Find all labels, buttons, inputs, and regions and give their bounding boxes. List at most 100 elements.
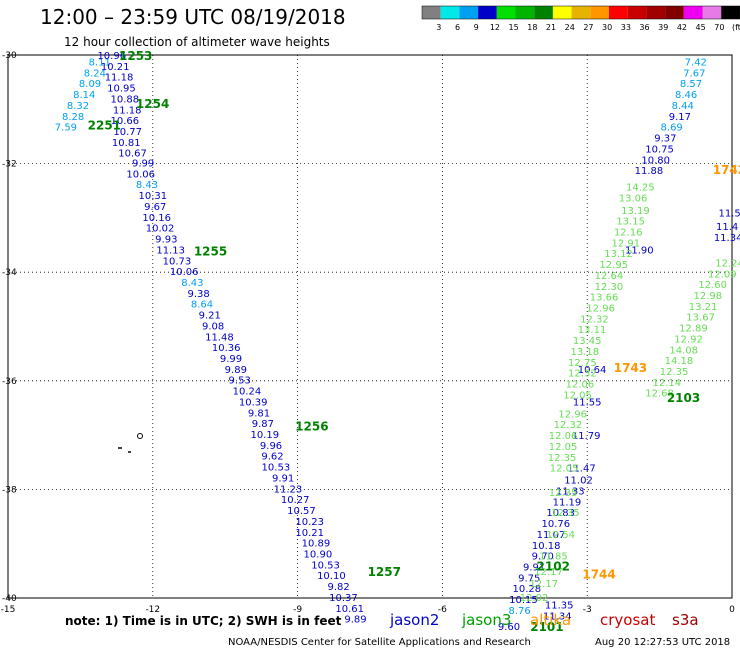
plot-area: -15 -12 -9 -6 -3 0-30-32-34-36-38-40 8.118.24… bbox=[1, 49, 740, 634]
swh-value-jason2: 10.39 bbox=[239, 397, 268, 408]
swh-value-jason2: 7.67 bbox=[683, 68, 705, 79]
y-tick-label: -34 bbox=[2, 268, 17, 278]
swh-value-jason2: 9.67 bbox=[144, 202, 166, 213]
swh-value-jason2: 9.89 bbox=[225, 365, 247, 376]
swh-value-jason2: 8.44 bbox=[672, 101, 694, 112]
swh-value-jason2: 10.81 bbox=[112, 138, 141, 149]
pass-label: 1255 bbox=[194, 244, 227, 258]
satellite-label: cryosat bbox=[600, 611, 655, 629]
swh-value-jason3: 12.35 bbox=[551, 508, 580, 519]
timestamp: Aug 20 12:27:53 UTC 2018 bbox=[595, 637, 730, 648]
swh-value-jason2: 10.61 bbox=[335, 604, 364, 615]
legend-label: 27 bbox=[583, 23, 593, 32]
swh-value-jason2: 10.36 bbox=[212, 343, 241, 354]
swh-value-jason2: 10.19 bbox=[250, 430, 279, 441]
y-tick-label: -30 bbox=[2, 51, 17, 61]
swh-value-jason3: 13.18 bbox=[570, 347, 599, 358]
swh-value-jason3: 12.32 bbox=[554, 420, 583, 431]
footnote: note: 1) Time is in UTC; 2) SWH is in fe… bbox=[65, 614, 342, 628]
y-tick-label: -32 bbox=[2, 160, 17, 170]
swh-value-jason2: 10.23 bbox=[295, 517, 324, 528]
legend-label: 3 bbox=[436, 23, 441, 32]
swh-value-jason3: 12.75 bbox=[568, 358, 597, 369]
swh-value-jason3: 12.05 bbox=[550, 464, 579, 475]
swh-value-jason2: 9.91 bbox=[272, 473, 294, 484]
swh-value-jason2: 10.53 bbox=[311, 560, 340, 571]
swh-value-jason3: 12.96 bbox=[586, 303, 615, 314]
swh-value-jason3: 13.66 bbox=[590, 293, 619, 304]
swh-value-jason3: 12.17 bbox=[529, 579, 558, 590]
swh-value-jason2: 11.88 bbox=[635, 166, 664, 177]
swh-value-jason3: 14.18 bbox=[665, 356, 694, 367]
swh-value-jason2: 10.57 bbox=[287, 506, 316, 517]
legend-label: 39 bbox=[658, 23, 668, 32]
swh-value-jason2: 10.10 bbox=[317, 571, 346, 582]
y-tick-label: -38 bbox=[2, 485, 17, 495]
swh-value-jason3: 13.12 bbox=[604, 249, 633, 260]
swh-value-jason3: 13.45 bbox=[573, 336, 602, 347]
swh-value-jason2: 10.88 bbox=[110, 94, 139, 105]
swh-value-jason3: 12.96 bbox=[558, 409, 587, 420]
plot-frame bbox=[7, 54, 733, 599]
x-tick-label: 0 bbox=[729, 605, 735, 615]
swh-value-jason2: 10.02 bbox=[146, 224, 175, 235]
swh-value-jason2: 10.18 bbox=[532, 541, 561, 552]
y-tick-label: -36 bbox=[2, 377, 17, 387]
swh-value-jason2: 10.75 bbox=[645, 144, 674, 155]
chart-title: 12:00 – 23:59 UTC 08/19/2018 bbox=[40, 5, 346, 29]
swh-value-jason3: 12.92 bbox=[674, 334, 703, 345]
swh-value-jason2: 11.34 bbox=[543, 611, 572, 622]
swh-value-jason2: 9.21 bbox=[199, 311, 221, 322]
swh-value-jason2: 11.07 bbox=[537, 530, 566, 541]
legend-label: 21 bbox=[546, 23, 556, 32]
swh-value-jason2: 7.42 bbox=[685, 58, 707, 69]
swh-value-jason3: 12.89 bbox=[679, 324, 708, 335]
swh-value-jason3: 12.35 bbox=[548, 453, 577, 464]
legend-label: 12 bbox=[490, 23, 500, 32]
legend-swatch bbox=[496, 6, 516, 19]
swh-value-jason3: 13.06 bbox=[619, 193, 648, 204]
swh-value-jason2: 9.60 bbox=[498, 622, 520, 633]
swh-value-jason2: 9.70 bbox=[532, 552, 554, 563]
swh-value-jason2: 10.67 bbox=[118, 149, 147, 160]
swh-value-jason2: 11.79 bbox=[572, 431, 601, 442]
pass-label: 2102 bbox=[537, 559, 570, 573]
swh-value-jason2: 9.93 bbox=[155, 235, 177, 246]
swh-value-jason2: 10.73 bbox=[163, 256, 192, 267]
swh-value-jason2: 8.11 bbox=[89, 58, 111, 69]
legend-label: 45 bbox=[696, 23, 706, 32]
swh-value-jason3: 12.32 bbox=[580, 314, 609, 325]
swh-value-jason2: 8.64 bbox=[191, 300, 213, 311]
swh-value-jason2: 11.47 bbox=[567, 464, 596, 475]
swh-value-jason3: 12.05 bbox=[563, 390, 592, 401]
swh-value-jason3: 12.09 bbox=[708, 269, 737, 280]
swh-value-jason2: 9.17 bbox=[669, 112, 691, 123]
legend-swatch bbox=[702, 6, 722, 19]
swh-value-jason2: 8.43 bbox=[181, 278, 203, 289]
legend-label: 18 bbox=[527, 23, 537, 32]
swh-value-jason2: 10.31 bbox=[138, 191, 167, 202]
swh-value-jason2: 10.28 bbox=[513, 584, 542, 595]
legend-swatch bbox=[665, 6, 684, 19]
swh-value-jason2: 10.27 bbox=[281, 495, 310, 506]
swh-value-jason2: 11.19 bbox=[553, 497, 582, 508]
pass-label: 1744 bbox=[582, 568, 615, 582]
island-icon bbox=[137, 433, 143, 439]
swh-value-jason2: 10.21 bbox=[101, 62, 130, 73]
swh-value-jason2: 10.89 bbox=[302, 539, 331, 550]
swh-value-jason3: 12.35 bbox=[549, 488, 578, 499]
legend-label: 70 bbox=[714, 23, 724, 32]
swh-value-jason2: 10.80 bbox=[641, 155, 670, 166]
swh-value-jason3: 12.02 bbox=[520, 593, 549, 604]
swh-value-jason2: 10.96 bbox=[97, 51, 126, 62]
swh-value-jason2: 10.37 bbox=[329, 593, 358, 604]
legend-swatch bbox=[478, 6, 497, 19]
swh-value-jason3: 12.64 bbox=[595, 271, 624, 282]
swh-value-jason2: 10.66 bbox=[110, 116, 139, 127]
legend-swatch bbox=[646, 6, 666, 19]
legend-swatch bbox=[571, 6, 591, 19]
swh-value-jason2: 11.4 bbox=[716, 222, 738, 233]
pass-label: 2251 bbox=[88, 119, 121, 133]
